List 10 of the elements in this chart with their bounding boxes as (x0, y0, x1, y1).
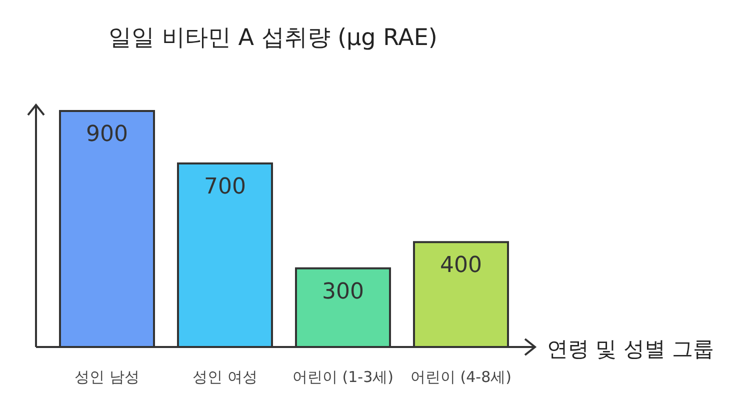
data-label: 400 (440, 253, 482, 278)
x-tick-label: 성인 남성 (74, 368, 140, 386)
x-tick-label: 성인 여성 (192, 368, 258, 386)
x-tick-label: 어린이 (4-8세) (410, 368, 512, 386)
x-tick-label: 어린이 (1-3세) (292, 368, 394, 386)
x-axis-title: 연령 및 성별 그룹 (547, 337, 714, 361)
chart-title: 일일 비타민 A 섭취량 (µg RAE) (108, 25, 438, 51)
data-label: 300 (322, 279, 364, 304)
data-label: 700 (204, 174, 246, 200)
data-label: 900 (86, 122, 128, 147)
